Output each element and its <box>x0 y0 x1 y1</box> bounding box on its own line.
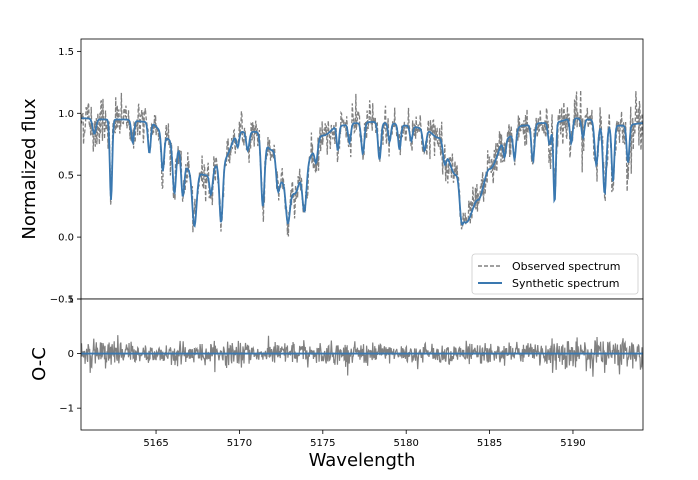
top-ytick-label: 0.0 <box>58 233 74 244</box>
bottom-ytick-label: 1 <box>68 295 74 306</box>
top-ylabel: Normalized flux <box>19 98 40 240</box>
xtick-label: 5190 <box>560 438 585 449</box>
legend-observed-label: Observed spectrum <box>512 260 620 273</box>
xtick-label: 5165 <box>143 438 168 449</box>
bottom-ytick-label: −1 <box>59 404 74 415</box>
xtick-label: 5180 <box>393 438 418 449</box>
top-panel: −0.5 0.0 0.5 1.0 1.5 Normalized flux Observe… <box>19 38 644 306</box>
top-ytick-label: 1.0 <box>58 109 74 120</box>
xlabel: Wavelength <box>309 450 416 471</box>
top-ytick-label: −0.5 <box>50 295 74 306</box>
legend-box <box>471 253 639 295</box>
bottom-plot-area <box>81 299 643 430</box>
legend: Observed spectrum Synthetic spectrum <box>471 253 639 295</box>
bottom-frame <box>80 298 644 431</box>
bottom-ylabel: O-C <box>29 347 50 381</box>
synthetic-spectrum-line <box>81 117 643 228</box>
bottom-ytick-label: 0 <box>68 349 74 360</box>
top-ytick-label: 1.5 <box>58 47 74 58</box>
bottom-panel: −1 0 1 5165 5170 5175 5180 5185 5190 O-C Wavele… <box>29 295 644 471</box>
xtick-label: 5170 <box>227 438 252 449</box>
xtick-label: 5175 <box>310 438 335 449</box>
legend-synthetic-label: Synthetic spectrum <box>512 277 619 290</box>
xtick-label: 5185 <box>477 438 502 449</box>
top-ytick-label: 0.5 <box>58 171 74 182</box>
